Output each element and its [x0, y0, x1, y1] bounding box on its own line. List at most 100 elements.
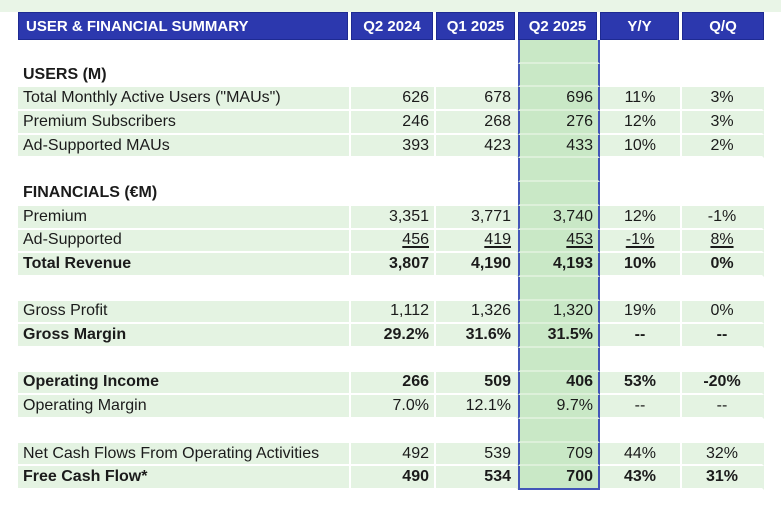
cell-q1-2025: 419 — [436, 229, 518, 254]
cell-q2-2025: 3,740 — [518, 205, 600, 230]
cell-q2-2025 — [518, 40, 600, 64]
cell-value: 0% — [710, 255, 734, 273]
cell-yy: 53% — [600, 371, 682, 396]
cell-qq: 3% — [682, 111, 764, 135]
cell-q2-2024: 29.2% — [351, 324, 436, 348]
cell-q2-2024 — [351, 40, 436, 64]
cell-q2-2024: 266 — [351, 371, 436, 396]
cell-q2-2024: 492 — [351, 442, 436, 467]
cell-yy: 12% — [600, 111, 682, 135]
cell-value: 700 — [566, 468, 593, 486]
spacer-row — [18, 158, 764, 183]
cell-q2-2024: 490 — [351, 466, 436, 491]
cell-value: 11% — [624, 89, 656, 107]
cell-value: 456 — [402, 231, 429, 249]
spacer-row — [18, 419, 764, 443]
cell-yy: -- — [600, 324, 682, 348]
cell-yy: 11% — [600, 87, 682, 112]
cell-qq: 8% — [682, 229, 764, 254]
cell-q2-2025: 433 — [518, 134, 600, 159]
table-row: Ad-Supported MAUs 393 423 433 10% 2% — [18, 134, 764, 159]
cell-q2-2024: 393 — [351, 134, 436, 159]
cell-q2-2025: 700 — [518, 466, 600, 491]
user-financial-summary-table: USER & FINANCIAL SUMMARY Q2 2024 Q1 2025… — [18, 12, 764, 491]
cell-value: 9.7% — [556, 397, 593, 415]
cell-q2-2024 — [351, 182, 436, 206]
cell-q2-2024: 626 — [351, 87, 436, 112]
top-band — [0, 0, 781, 12]
cell-yy — [600, 419, 682, 443]
cell-yy: 19% — [600, 300, 682, 325]
cell-value: 678 — [484, 89, 511, 107]
cell-q2-2025: 406 — [518, 371, 600, 396]
row-label: Free Cash Flow* — [18, 466, 351, 491]
cell-q1-2025: 539 — [436, 442, 518, 467]
cell-value: 43% — [623, 468, 657, 486]
cell-value: 7.0% — [392, 397, 429, 415]
cell-value: 1,320 — [552, 302, 593, 320]
cell-q1-2025: 12.1% — [436, 395, 518, 419]
cell-value: -- — [634, 397, 646, 415]
cell-value: -- — [634, 326, 646, 344]
cell-qq — [682, 419, 764, 443]
table-title: USER & FINANCIAL SUMMARY — [18, 12, 351, 40]
cell-qq: -- — [682, 395, 764, 419]
cell-q1-2025: 268 — [436, 111, 518, 135]
row-label: Net Cash Flows From Operating Activities — [18, 442, 351, 467]
cell-value: 696 — [566, 89, 593, 107]
cell-value: 268 — [484, 112, 511, 130]
cell-q1-2025: 1,326 — [436, 300, 518, 325]
row-label — [18, 419, 351, 443]
cell-value: 393 — [402, 136, 429, 154]
column-header-q1-2025: Q1 2025 — [436, 12, 518, 40]
cell-value: 266 — [402, 373, 429, 391]
cell-q1-2025 — [436, 277, 518, 301]
column-header-yy: Y/Y — [600, 12, 682, 40]
cell-q2-2025: 453 — [518, 229, 600, 254]
table-row: Premium 3,351 3,771 3,740 12% -1% — [18, 205, 764, 230]
cell-value: 423 — [484, 136, 511, 154]
cell-q2-2025 — [518, 276, 600, 301]
cell-qq: 0% — [682, 253, 764, 277]
cell-q2-2025 — [518, 158, 600, 183]
cell-qq: 3% — [682, 87, 764, 112]
table-row: Gross Profit 1,112 1,326 1,320 19% 0% — [18, 300, 764, 325]
cell-qq — [682, 277, 764, 301]
table-row: Gross Margin 29.2% 31.6% 31.5% -- -- — [18, 324, 764, 348]
cell-q2-2025: 4,193 — [518, 253, 600, 277]
cell-value: 1,326 — [470, 302, 511, 320]
cell-qq: 0% — [682, 300, 764, 325]
cell-value: 10% — [623, 136, 657, 154]
spacer-row — [18, 347, 764, 372]
row-label: Gross Profit — [18, 300, 351, 325]
cell-value: 539 — [484, 444, 511, 462]
cell-value: -- — [716, 326, 728, 344]
cell-value: 32% — [705, 444, 739, 462]
cell-value: 3,771 — [470, 207, 511, 225]
column-header-q2-2024: Q2 2024 — [351, 12, 436, 40]
cell-q2-2024 — [351, 277, 436, 301]
cell-value: -1% — [707, 207, 737, 225]
cell-q2-2024 — [351, 158, 436, 182]
cell-q1-2025 — [436, 158, 518, 182]
cell-value: 8% — [710, 231, 734, 249]
cell-q2-2025: 9.7% — [518, 395, 600, 419]
cell-value: 709 — [566, 444, 593, 462]
cell-q1-2025 — [436, 64, 518, 88]
cell-q1-2025 — [436, 419, 518, 443]
row-label: Ad-Supported — [18, 229, 351, 254]
cell-yy: -- — [600, 395, 682, 419]
table-row: Total Monthly Active Users ("MAUs") 626 67… — [18, 87, 764, 112]
column-header-q2-2025: Q2 2025 — [518, 12, 600, 40]
row-label: Total Monthly Active Users ("MAUs") — [18, 87, 351, 112]
cell-value: 490 — [402, 468, 429, 486]
cell-value: 0% — [710, 302, 734, 320]
cell-yy — [600, 40, 682, 64]
row-label: Gross Margin — [18, 324, 351, 348]
cell-qq — [682, 158, 764, 182]
cell-value: 3% — [710, 89, 734, 107]
row-label — [18, 348, 351, 372]
table-body: USERS (M) Total Monthly Active Users ("MA… — [18, 40, 764, 491]
cell-value: 276 — [566, 112, 593, 130]
table-row: Operating Margin 7.0% 12.1% 9.7% -- -- — [18, 395, 764, 419]
